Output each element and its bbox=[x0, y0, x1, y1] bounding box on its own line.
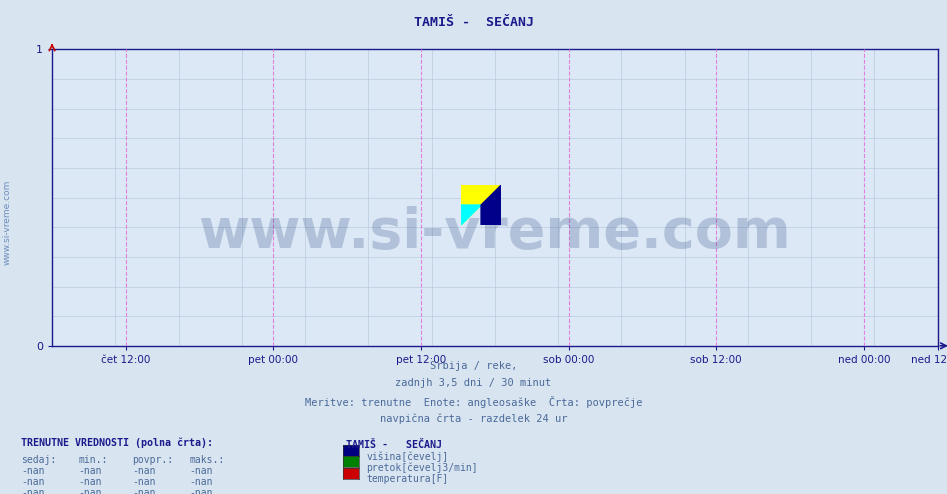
Text: www.si-vreme.com: www.si-vreme.com bbox=[199, 206, 791, 260]
Text: TAMIŠ -  SEČANJ: TAMIŠ - SEČANJ bbox=[414, 16, 533, 29]
Text: -nan: -nan bbox=[21, 488, 45, 494]
Text: Srbija / reke,: Srbija / reke, bbox=[430, 361, 517, 370]
Text: -nan: -nan bbox=[189, 477, 213, 487]
Polygon shape bbox=[461, 205, 481, 225]
Text: -nan: -nan bbox=[79, 466, 102, 476]
Text: višina[čevelj]: višina[čevelj] bbox=[366, 452, 449, 462]
Text: Meritve: trenutne  Enote: angleosaške  Črta: povprečje: Meritve: trenutne Enote: angleosaške Črt… bbox=[305, 396, 642, 408]
Text: -nan: -nan bbox=[133, 488, 156, 494]
Text: -nan: -nan bbox=[133, 477, 156, 487]
Text: -nan: -nan bbox=[21, 477, 45, 487]
Text: sedaj:: sedaj: bbox=[21, 455, 56, 465]
Text: -nan: -nan bbox=[79, 477, 102, 487]
Text: -nan: -nan bbox=[189, 466, 213, 476]
Text: -nan: -nan bbox=[133, 466, 156, 476]
Text: maks.:: maks.: bbox=[189, 455, 224, 465]
Text: TRENUTNE VREDNOSTI (polna črta):: TRENUTNE VREDNOSTI (polna črta): bbox=[21, 437, 213, 448]
Text: TAMIŠ -   SEČANJ: TAMIŠ - SEČANJ bbox=[346, 440, 441, 450]
Text: temperatura[F]: temperatura[F] bbox=[366, 474, 449, 484]
Text: www.si-vreme.com: www.si-vreme.com bbox=[3, 180, 12, 265]
Text: zadnjh 3,5 dni / 30 minut: zadnjh 3,5 dni / 30 minut bbox=[396, 378, 551, 388]
Text: -nan: -nan bbox=[21, 466, 45, 476]
Text: povpr.:: povpr.: bbox=[133, 455, 173, 465]
Text: -nan: -nan bbox=[79, 488, 102, 494]
Polygon shape bbox=[461, 185, 501, 225]
Text: navpična črta - razdelek 24 ur: navpična črta - razdelek 24 ur bbox=[380, 414, 567, 424]
Polygon shape bbox=[481, 185, 501, 225]
Text: -nan: -nan bbox=[189, 488, 213, 494]
Text: pretok[čevelj3/min]: pretok[čevelj3/min] bbox=[366, 463, 478, 473]
Text: min.:: min.: bbox=[79, 455, 108, 465]
